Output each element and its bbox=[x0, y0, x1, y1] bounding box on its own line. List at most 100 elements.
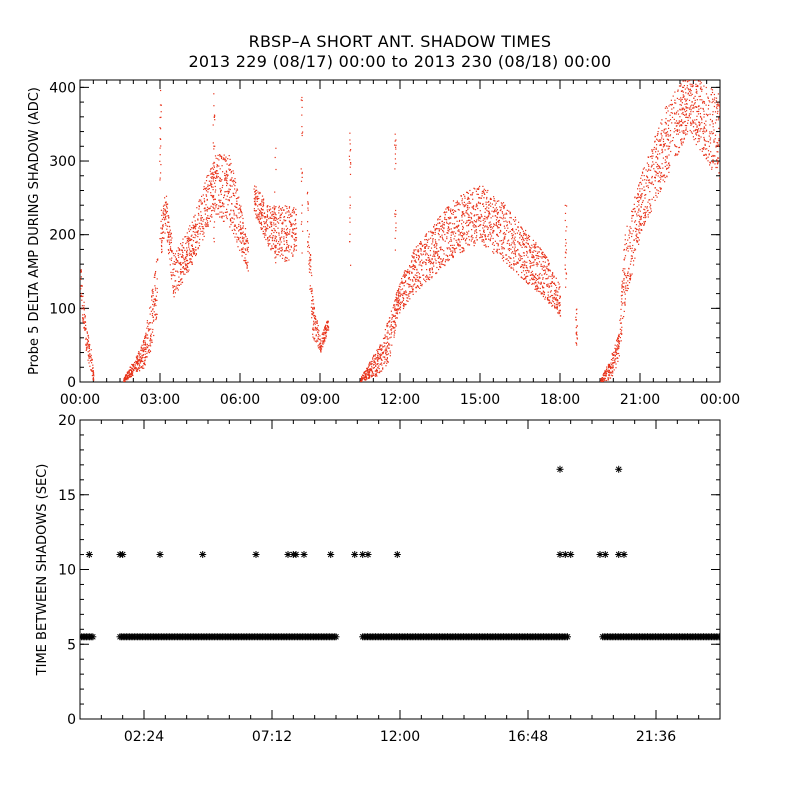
data-point bbox=[447, 217, 449, 219]
data-point bbox=[130, 366, 132, 369]
data-point bbox=[148, 345, 150, 347]
data-point bbox=[412, 264, 414, 266]
data-point bbox=[323, 330, 325, 332]
data-point bbox=[513, 241, 515, 244]
data-point bbox=[536, 290, 538, 292]
data-point bbox=[557, 291, 559, 293]
data-point bbox=[620, 301, 622, 303]
data-point bbox=[169, 229, 171, 231]
data-point bbox=[639, 196, 641, 198]
data-point bbox=[376, 375, 378, 377]
data-point bbox=[503, 205, 505, 207]
data-point bbox=[535, 288, 537, 290]
data-point bbox=[451, 213, 453, 215]
data-point bbox=[368, 372, 370, 374]
data-point bbox=[238, 229, 241, 231]
data-point bbox=[476, 239, 478, 241]
data-point bbox=[603, 372, 605, 374]
data-point bbox=[167, 235, 170, 237]
data-point bbox=[632, 264, 635, 266]
data-point bbox=[605, 379, 607, 382]
data-point bbox=[161, 228, 163, 230]
data-point bbox=[398, 292, 400, 294]
data-point bbox=[526, 267, 528, 269]
data-point bbox=[675, 125, 677, 127]
data-point bbox=[640, 229, 642, 231]
data-point bbox=[544, 298, 546, 300]
data-point bbox=[622, 282, 624, 284]
data-point bbox=[639, 223, 641, 225]
data-point bbox=[644, 189, 646, 191]
data-point bbox=[414, 274, 416, 276]
data-point bbox=[399, 306, 402, 308]
data-point bbox=[432, 241, 434, 243]
data-point bbox=[649, 212, 651, 214]
data-point bbox=[425, 259, 427, 261]
data-point bbox=[644, 221, 646, 223]
data-point bbox=[320, 346, 322, 348]
data-point bbox=[641, 171, 644, 173]
data-point bbox=[499, 223, 502, 225]
data-point bbox=[472, 225, 474, 227]
data-point bbox=[613, 369, 615, 371]
data-point bbox=[83, 305, 85, 307]
data-point bbox=[408, 286, 410, 288]
data-point bbox=[138, 351, 140, 353]
data-point bbox=[631, 250, 633, 252]
data-point bbox=[279, 239, 281, 241]
data-point bbox=[412, 268, 414, 270]
data-point bbox=[246, 267, 248, 269]
data-point bbox=[166, 239, 168, 241]
data-point bbox=[523, 232, 525, 234]
data-point bbox=[509, 230, 511, 232]
data-point bbox=[667, 110, 669, 112]
data-point bbox=[683, 121, 685, 123]
data-point bbox=[325, 328, 327, 330]
data-point bbox=[532, 273, 534, 275]
data-point bbox=[412, 293, 414, 295]
data-point bbox=[416, 272, 418, 274]
data-point bbox=[264, 226, 266, 228]
data-point bbox=[612, 370, 614, 373]
data-point bbox=[155, 295, 157, 297]
data-point bbox=[619, 319, 621, 321]
data-point bbox=[216, 170, 218, 172]
data-point bbox=[413, 256, 415, 258]
data-point bbox=[277, 254, 279, 256]
data-point bbox=[136, 368, 139, 370]
data-point bbox=[242, 221, 244, 224]
data-point bbox=[678, 98, 680, 100]
data-point bbox=[221, 157, 223, 160]
data-point bbox=[170, 235, 172, 237]
data-point bbox=[136, 357, 139, 359]
data-point bbox=[192, 224, 194, 226]
data-point bbox=[237, 197, 239, 199]
data-point bbox=[151, 322, 153, 324]
data-point bbox=[91, 370, 93, 372]
data-point bbox=[431, 258, 433, 260]
data-point bbox=[439, 216, 441, 218]
data-point bbox=[621, 326, 623, 328]
data-point bbox=[82, 317, 84, 319]
data-point bbox=[310, 272, 312, 274]
data-point bbox=[665, 132, 667, 134]
data-point bbox=[134, 361, 136, 364]
data-point bbox=[532, 262, 534, 264]
data-point bbox=[501, 211, 503, 213]
data-point bbox=[420, 284, 422, 286]
data-point bbox=[402, 275, 404, 277]
data-point bbox=[552, 294, 554, 297]
data-point bbox=[542, 292, 544, 294]
data-point bbox=[474, 240, 476, 242]
data-point bbox=[144, 337, 146, 339]
data-point bbox=[213, 204, 215, 206]
data-point bbox=[467, 216, 469, 218]
data-point bbox=[516, 262, 518, 264]
data-point bbox=[278, 248, 280, 250]
data-point bbox=[389, 337, 391, 339]
data-point bbox=[559, 286, 561, 288]
data-point bbox=[282, 221, 284, 223]
data-point bbox=[325, 335, 327, 338]
data-point bbox=[401, 282, 403, 284]
data-point bbox=[486, 209, 488, 212]
